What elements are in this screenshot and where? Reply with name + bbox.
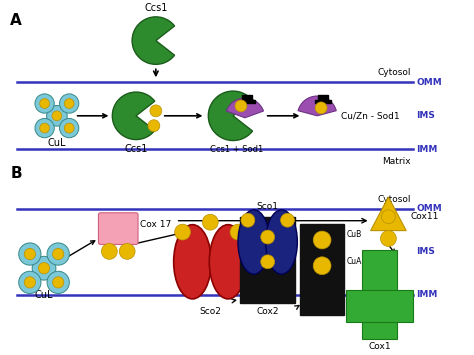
Text: IMS: IMS xyxy=(416,111,435,120)
Bar xyxy=(315,100,331,103)
Ellipse shape xyxy=(266,210,297,274)
Circle shape xyxy=(40,99,49,108)
Bar xyxy=(346,290,413,322)
Text: B: B xyxy=(10,166,22,181)
Circle shape xyxy=(19,243,41,265)
FancyBboxPatch shape xyxy=(99,213,138,245)
Text: CuL: CuL xyxy=(48,138,66,148)
Circle shape xyxy=(64,123,74,133)
Bar xyxy=(238,100,255,103)
Text: Ccs1: Ccs1 xyxy=(144,3,167,13)
Circle shape xyxy=(35,94,54,113)
Text: A: A xyxy=(10,13,22,28)
Ellipse shape xyxy=(210,225,247,299)
Text: OMM: OMM xyxy=(416,204,442,213)
Ellipse shape xyxy=(238,210,270,274)
Circle shape xyxy=(148,120,160,132)
Bar xyxy=(240,217,295,303)
Ellipse shape xyxy=(173,225,211,299)
Circle shape xyxy=(241,213,255,227)
Text: CuL: CuL xyxy=(35,290,53,300)
Circle shape xyxy=(313,231,331,249)
Bar xyxy=(242,95,252,100)
Text: IMM: IMM xyxy=(416,145,438,154)
Text: CuB: CuB xyxy=(347,230,362,239)
Circle shape xyxy=(281,213,294,227)
Circle shape xyxy=(174,224,191,240)
Text: Cu/Zn - Sod1: Cu/Zn - Sod1 xyxy=(341,111,400,120)
Text: Ccs1: Ccs1 xyxy=(124,143,148,153)
Text: CuA: CuA xyxy=(347,257,362,266)
Circle shape xyxy=(230,224,246,240)
Circle shape xyxy=(64,99,74,108)
Text: Cytosol: Cytosol xyxy=(378,195,411,204)
Bar xyxy=(362,250,397,339)
Circle shape xyxy=(47,243,69,265)
Circle shape xyxy=(19,271,41,294)
Text: Sco1: Sco1 xyxy=(257,202,279,211)
Text: IMM: IMM xyxy=(416,290,438,299)
Circle shape xyxy=(313,257,331,275)
Circle shape xyxy=(24,277,36,288)
Circle shape xyxy=(235,100,247,112)
Text: Matrix: Matrix xyxy=(383,157,411,166)
Text: Cox2: Cox2 xyxy=(311,307,333,316)
Text: OMM: OMM xyxy=(416,78,442,87)
Circle shape xyxy=(119,244,135,259)
Circle shape xyxy=(60,94,79,113)
Circle shape xyxy=(202,214,218,230)
Bar xyxy=(318,95,328,100)
Wedge shape xyxy=(298,96,336,116)
Text: Cox2: Cox2 xyxy=(256,307,279,316)
Text: IMS: IMS xyxy=(416,247,435,256)
Circle shape xyxy=(101,244,117,259)
Circle shape xyxy=(24,248,36,260)
Circle shape xyxy=(32,256,56,280)
Circle shape xyxy=(261,255,274,269)
Circle shape xyxy=(150,105,162,117)
Circle shape xyxy=(381,231,396,246)
Text: Cytosol: Cytosol xyxy=(378,68,411,77)
Text: Ccs1 + Sod1: Ccs1 + Sod1 xyxy=(210,146,264,154)
Wedge shape xyxy=(226,98,264,118)
Wedge shape xyxy=(132,17,174,64)
Wedge shape xyxy=(208,91,253,141)
Text: Sco2: Sco2 xyxy=(200,307,221,316)
Polygon shape xyxy=(371,197,406,231)
Circle shape xyxy=(52,111,62,121)
Circle shape xyxy=(261,230,274,244)
Circle shape xyxy=(47,271,69,294)
Circle shape xyxy=(40,123,49,133)
Circle shape xyxy=(35,119,54,138)
Circle shape xyxy=(46,105,67,126)
Text: Cox11: Cox11 xyxy=(410,212,438,221)
Circle shape xyxy=(382,210,395,224)
Circle shape xyxy=(53,248,64,260)
Text: Cox1: Cox1 xyxy=(368,343,391,351)
Circle shape xyxy=(315,102,327,114)
Text: Matrix: Matrix xyxy=(383,303,411,312)
Circle shape xyxy=(53,277,64,288)
Wedge shape xyxy=(112,92,155,140)
Bar xyxy=(301,224,344,315)
Circle shape xyxy=(38,263,50,274)
Text: Cox 17: Cox 17 xyxy=(140,220,171,229)
Circle shape xyxy=(60,119,79,138)
